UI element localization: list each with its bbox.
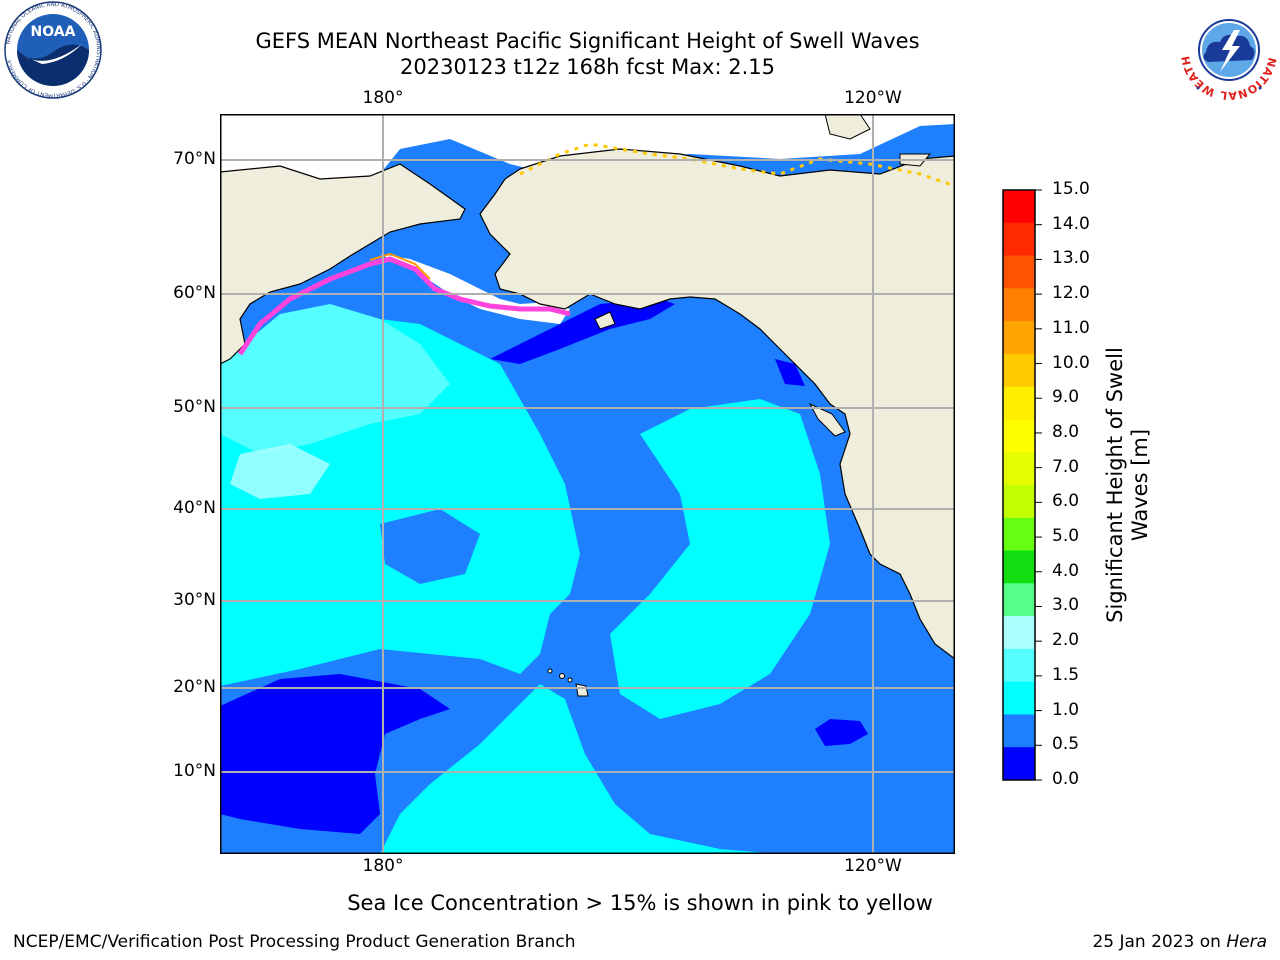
colorbar-swatch	[1003, 616, 1035, 650]
colorbar-tick-label: 13.0	[1052, 248, 1090, 269]
colorbar-swatch	[1003, 190, 1035, 224]
sea-ice-fringe	[237, 256, 571, 356]
colorbar-tick-label: 12.0	[1052, 283, 1090, 304]
noaa-logo: NATIONAL OCEANIC AND ATMOSPHERIC ADMINIS…	[2, 0, 104, 100]
colorbar-swatch	[1003, 681, 1035, 715]
colorbar-swatch	[1003, 222, 1035, 257]
colorbar-tick-label: 2.0	[1052, 630, 1080, 651]
footer-date: 25 Jan 2023 on Hera	[1092, 932, 1267, 952]
noaa-wordmark: NOAA	[31, 24, 76, 40]
colorbar-tick-label: 5.0	[1052, 526, 1080, 547]
lat-label-50n: 50°N	[173, 397, 216, 417]
footer-credit: NCEP/EMC/Verification Post Processing Pr…	[13, 932, 576, 952]
swell-height-map	[220, 114, 955, 854]
swell-field-deep-blue-sw	[220, 674, 450, 834]
swell-field-blue-pocket	[380, 509, 480, 584]
colorbar-swatch	[1003, 517, 1035, 552]
lon-label-bottom-180: 180°	[362, 856, 404, 876]
sea-ice-fringe-inner	[369, 252, 431, 280]
swell-field-aqua	[230, 444, 330, 499]
swell-field-cyan-south	[380, 684, 780, 854]
colorbar-swatch	[1003, 321, 1035, 355]
lat-label-60n: 60°N	[173, 283, 216, 303]
colorbar-swatch	[1003, 747, 1035, 781]
graticule	[220, 114, 955, 854]
footer-machine: Hera	[1226, 932, 1267, 952]
swell-field-deep-blue-patch	[815, 719, 868, 746]
lat-label-20n: 20°N	[173, 677, 216, 697]
colorbar-swatch	[1003, 288, 1035, 322]
colorbar-tick-label: 0.0	[1052, 769, 1080, 789]
colorbar-swatch	[1003, 550, 1035, 584]
colorbar-tick-label: 1.0	[1052, 699, 1080, 720]
lat-label-30n: 30°N	[173, 590, 216, 610]
colorbar-tick-label: 0.5	[1052, 734, 1080, 755]
swell-field-deep-blue-coast	[775, 359, 805, 386]
colorbar-tick-label: 7.0	[1052, 456, 1080, 477]
lon-label-top-120w: 120°W	[844, 88, 902, 108]
nws-logo: NATIONAL WEATHER SERVICE	[1173, 0, 1280, 102]
colorbar-tick-label: 14.0	[1052, 213, 1090, 234]
swell-field-light-cyan	[220, 304, 450, 454]
lat-label-10n: 10°N	[173, 761, 216, 781]
colorbar	[1002, 189, 1042, 781]
colorbar-swatch	[1003, 419, 1035, 453]
colorbar-tick-label: 11.0	[1052, 317, 1090, 338]
colorbar-tick-label: 6.0	[1052, 491, 1080, 512]
colorbar-title-line1: Significant Height of Swell	[1103, 347, 1127, 623]
colorbar-tick-label: 8.0	[1052, 421, 1080, 442]
lat-label-40n: 40°N	[173, 498, 216, 518]
land-north-america	[479, 148, 955, 660]
colorbar-swatch	[1003, 583, 1035, 617]
colorbar-tick-label: 1.5	[1052, 664, 1080, 685]
colorbar-tick-label: 4.0	[1052, 560, 1080, 581]
colorbar-title-line2: Waves [m]	[1128, 428, 1152, 542]
land-vancouver-island	[808, 402, 846, 437]
swell-field-cyan-east	[610, 399, 830, 719]
colorbar-swatch	[1003, 386, 1035, 420]
lon-label-top-180: 180°	[362, 88, 404, 108]
lat-label-70n: 70°N	[173, 149, 216, 169]
swell-field-deep-blue-gulf	[490, 299, 675, 364]
chart-title: GEFS MEAN Northeast Pacific Significant …	[255, 29, 920, 53]
colorbar-tick-label: 10.0	[1052, 352, 1090, 373]
map-frame	[220, 114, 955, 854]
land-kodiak	[594, 311, 616, 330]
lon-label-bottom-120w: 120°W	[844, 856, 902, 876]
sea-ice-arctic	[519, 142, 955, 188]
colorbar-swatch	[1003, 485, 1035, 519]
colorbar-swatch	[1003, 714, 1035, 748]
footer-date-text: 25 Jan 2023 on	[1092, 932, 1221, 952]
colorbar-swatch	[1003, 255, 1035, 289]
colorbar-tick-label: 3.0	[1052, 595, 1080, 616]
colorbar-swatch	[1003, 648, 1035, 683]
ice-free-area	[220, 114, 955, 184]
colorbar-swatch	[1003, 353, 1035, 388]
chart-subtitle: 20230123 t12z 168h fcst Max: 2.15	[400, 55, 775, 79]
colorbar-tick-label: 9.0	[1052, 387, 1080, 408]
colorbar-swatch	[1003, 452, 1035, 486]
land-siberia	[220, 163, 466, 365]
colorbar-title: Significant Height of Swell Waves [m]	[1103, 285, 1153, 685]
colorbar-tick-label: 15.0	[1052, 179, 1090, 199]
sea-ice-note: Sea Ice Concentration > 15% is shown in …	[347, 891, 933, 915]
